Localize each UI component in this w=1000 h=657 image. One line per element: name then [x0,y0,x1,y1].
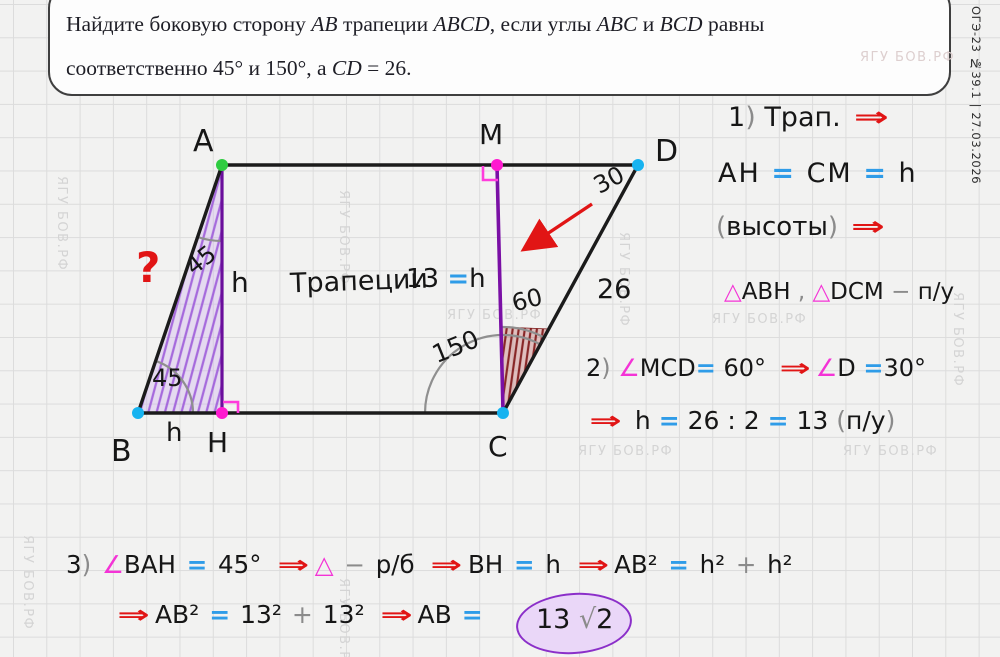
vertex-label-c: C [488,430,508,463]
source-edge-label: ОГЭ-23 №39.1 | 27.03.2026 [969,6,983,185]
watermark: ЯГУ БОВ.РФ [336,578,351,657]
solution-step1-heights-note: (высоты) ⇒ [716,212,886,242]
answer-value: 13 √2 [536,604,614,635]
solution-step2-line2: ⇒ h = 26 : 2 = 13 (п/у) [589,406,896,435]
vertex-label-a: A [193,124,214,159]
watermark: ЯГУ БОВ.РФ [616,232,631,328]
problem-text-line2: соответственно 45° и 150°, а CD = 26. [66,56,412,80]
watermark: ЯГУ БОВ.РФ [336,190,351,286]
question-mark-label: ? [136,243,161,292]
solution-step3-line2: ⇒ АВ² = 13² + 13² ⇒ АВ = [117,600,483,629]
height-mc-line [495,163,505,413]
solution-step1-triangles: △АВН , △DCM − п/у [724,279,955,305]
vertex-dot-b [132,407,144,419]
mc-equation-label: 13 =h [406,264,486,294]
vertex-dot-d [632,159,644,171]
watermark: ЯГУ БОВ.РФ [712,312,808,327]
side-ab [136,163,224,415]
watermark: ЯГУ БОВ.РФ [578,444,674,459]
height-label-h: h [231,266,249,299]
watermark: ЯГУ БОВ.РФ [950,292,965,388]
watermark: ЯГУ БОВ.РФ [54,176,69,272]
watermark: ЯГУ БОВ.РФ [843,444,939,459]
solution-step1-title: 1) Трап. ⇒ [728,102,890,133]
watermark: ЯГУ БОВ.РФ [447,308,543,323]
side-cd-length-label: 26 [597,274,632,305]
problem-text-line1: Найдите боковую сторону AB трапеции ABCD… [66,12,765,36]
solution-step3-line1: 3) ∠ВАН = 45° ⇒ △ − р/б ⇒ ВН = h ⇒ АВ² = h²… [66,550,793,579]
vertex-label-h: H [207,426,229,459]
vertex-dot-c [497,407,509,419]
angle-arc-b [155,359,195,414]
vertex-label-m: M [479,118,504,151]
solution-step1-heights: АН = СМ = h [718,158,918,189]
vertex-label-b: B [111,434,132,469]
angle-label-b-45: 45 [152,364,183,392]
right-angle-marker-m [481,166,498,182]
angle-arc-c-150 [423,333,541,414]
problem-statement-box: Найдите боковую сторону AB трапеции ABCD… [48,0,951,96]
watermark: ЯГУ БОВ.РФ [860,50,956,65]
segment-bh-label: h [166,418,183,448]
vertex-label-d: D [655,134,679,169]
watermark: ЯГУ БОВ.РФ [20,535,35,631]
vertex-dot-a [216,159,228,171]
angle-arc-mcd-60 [500,325,545,339]
side-cd [501,163,640,415]
solution-step2-line1: 2) ∠MCD= 60° ⇒ ∠D =30° [586,354,927,382]
pointer-arrow [520,202,593,252]
vertex-dot-h [216,407,228,419]
right-angle-marker-h [223,400,240,413]
vertex-dot-m [491,159,503,171]
